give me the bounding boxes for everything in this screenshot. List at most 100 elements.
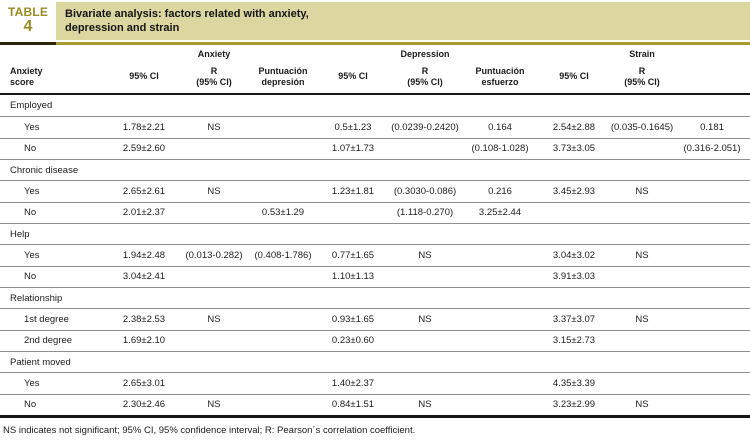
data-cell: 3.04±3.02 xyxy=(552,249,596,261)
data-cell: 3.37±3.07 xyxy=(552,313,596,325)
data-cell: 3.91±3.03 xyxy=(552,271,596,283)
section-label: Relationship xyxy=(10,292,63,304)
column-header-line: (95% CI) xyxy=(196,77,232,87)
data-cell: 4.35±3.39 xyxy=(552,377,596,389)
data-cell: 1.78±2.21 xyxy=(122,121,166,133)
data-cell: (0.0239-0.2420) xyxy=(391,121,459,133)
data-cell: NS xyxy=(207,399,221,411)
table-label-word: TABLE xyxy=(7,5,49,20)
row-label: Yes xyxy=(24,249,40,261)
column-header: Puntuación depresión xyxy=(248,66,318,89)
row-label: No xyxy=(24,143,37,155)
section-row: Relationship xyxy=(0,287,750,308)
data-cell: 0.5±1.23 xyxy=(334,121,372,133)
data-cell: NS xyxy=(635,313,649,325)
data-cell: (0.013-0.282) xyxy=(185,249,243,261)
data-cell: NS xyxy=(635,399,649,411)
row-label: 1st degree xyxy=(24,313,69,325)
section-row: Chronic disease xyxy=(0,159,750,180)
column-header-line: score xyxy=(10,77,35,87)
column-header-line: Puntuación xyxy=(475,65,525,76)
data-cell: 2.59±2.60 xyxy=(122,143,166,155)
data-cell: 2.65±3.01 xyxy=(122,377,166,389)
data-cell: NS xyxy=(418,313,432,325)
data-cell: 0.77±1.65 xyxy=(331,249,375,261)
group-header-anxiety: Anxiety xyxy=(197,48,231,59)
column-header-line: 95% CI xyxy=(559,71,589,82)
row-label: No xyxy=(24,399,37,411)
data-row: Yes 1.94±2.48 (0.013-0.282) (0.408-1.786) 0.… xyxy=(0,244,750,266)
data-cell: 1.23±1.81 xyxy=(331,185,375,197)
data-cell: 3.45±2.93 xyxy=(552,185,596,197)
column-header-row: Anxiety score 95% CI R (95% CI) Puntuación dep… xyxy=(0,61,750,93)
column-header-line: 95% CI xyxy=(129,71,159,82)
data-cell: 0.84±1.51 xyxy=(331,399,375,411)
data-cell: 3.73±3.05 xyxy=(552,143,596,155)
data-row: 1st degree 2.38±2.53 NS 0.93±1.65 NS 3.37±3.0… xyxy=(0,308,750,330)
column-header: R (95% CI) xyxy=(388,66,462,89)
data-cell: 1.69±2.10 xyxy=(122,335,166,347)
table-label-block: TABLE 4 xyxy=(0,2,56,40)
data-cell: 3.15±2.73 xyxy=(552,335,596,347)
row-label: Yes xyxy=(24,185,40,197)
header-rule xyxy=(0,42,750,45)
data-cell: 3.23±2.99 xyxy=(552,399,596,411)
table-footnote: NS indicates not significant; 95% CI, 95… xyxy=(3,425,416,436)
column-header: Puntuación esfuerzo xyxy=(462,66,538,89)
column-header-line: depresión xyxy=(261,77,305,87)
data-cell: (0.035-0.1645) xyxy=(610,121,674,133)
data-cell: (0.3030-0.086) xyxy=(393,185,457,197)
section-label: Chronic disease xyxy=(10,164,79,176)
row-label: No xyxy=(24,271,37,283)
data-cell: NS xyxy=(418,399,432,411)
column-header-line: (95% CI) xyxy=(407,77,443,87)
data-cell: NS xyxy=(207,185,221,197)
data-cell: NS xyxy=(207,121,221,133)
data-cell: (0.108-1.028) xyxy=(471,143,529,155)
data-row: No 3.04±2.41 1.10±1.13 3.91±3.03 xyxy=(0,265,750,288)
data-cell: 0.53±1.29 xyxy=(261,207,305,219)
data-cell: (0.316-2.051) xyxy=(683,143,741,155)
data-row: Yes 1.78±2.21 NS 0.5±1.23 (0.0239-0.2420) 0.1… xyxy=(0,116,750,138)
table-body: Employed Yes 1.78±2.21 NS 0.5±1.23 (0.0239-0.… xyxy=(0,93,750,418)
data-row: No 2.30±2.46 NS 0.84±1.51 NS 3.23±2.99 NS xyxy=(0,393,750,416)
table-title-line1: Bivariate analysis: factors related with… xyxy=(65,7,309,20)
column-header-line: esfuerzo xyxy=(481,77,519,87)
group-header-row: Anxiety Depression Strain xyxy=(0,46,750,61)
column-header-line: R xyxy=(638,65,646,76)
table-title-band: Bivariate analysis: factors related with… xyxy=(56,2,750,40)
data-cell: 0.93±1.65 xyxy=(331,313,375,325)
data-cell: 1.40±2.37 xyxy=(331,377,375,389)
data-cell: 3.25±2.44 xyxy=(478,207,522,219)
column-header-line: R xyxy=(421,65,429,76)
data-cell: 0.164 xyxy=(488,121,512,133)
data-cell: 1.07±1.73 xyxy=(331,143,375,155)
section-label: Employed xyxy=(10,100,53,111)
column-header: R (95% CI) xyxy=(610,66,674,89)
group-header-strain: Strain xyxy=(629,48,655,59)
section-row: Employed xyxy=(0,95,750,116)
data-cell: 2.01±2.37 xyxy=(122,207,166,219)
data-row: Yes 2.65±2.61 NS 1.23±1.81 (0.3030-0.086) 0.2… xyxy=(0,180,750,202)
table-title-line2: depression and strain xyxy=(65,22,180,34)
group-header-depression: Depression xyxy=(400,48,450,59)
table-label-number: 4 xyxy=(23,17,33,35)
data-cell: (1.118-0.270) xyxy=(396,207,454,219)
column-header: 95% CI xyxy=(538,71,610,82)
bivariate-analysis-table: Anxiety Depression Strain Anxiety score 95% … xyxy=(0,46,750,418)
column-header: R (95% CI) xyxy=(180,66,248,89)
data-row: 2nd degree 1.69±2.10 0.23±0.60 3.15±2.73 xyxy=(0,329,750,352)
data-row: No 2.59±2.60 1.07±1.73 (0.108-1.028) 3.73±3.… xyxy=(0,137,750,160)
data-cell: NS xyxy=(207,313,221,325)
row-label: 2nd degree xyxy=(24,335,73,347)
data-cell: 1.10±1.13 xyxy=(331,271,375,283)
column-header-line: 95% CI xyxy=(338,71,368,82)
section-label: Help xyxy=(10,228,30,240)
column-header-line: Anxiety xyxy=(10,65,43,76)
table-header-band: TABLE 4 Bivariate analysis: factors rela… xyxy=(0,2,750,40)
data-row: Yes 2.65±3.01 1.40±2.37 4.35±3.39 xyxy=(0,372,750,394)
data-cell: 2.30±2.46 xyxy=(122,399,166,411)
header-rule-olive-segment xyxy=(56,42,750,45)
section-label: Patient moved xyxy=(10,356,71,368)
data-cell: (0.408-1.786) xyxy=(254,249,312,261)
